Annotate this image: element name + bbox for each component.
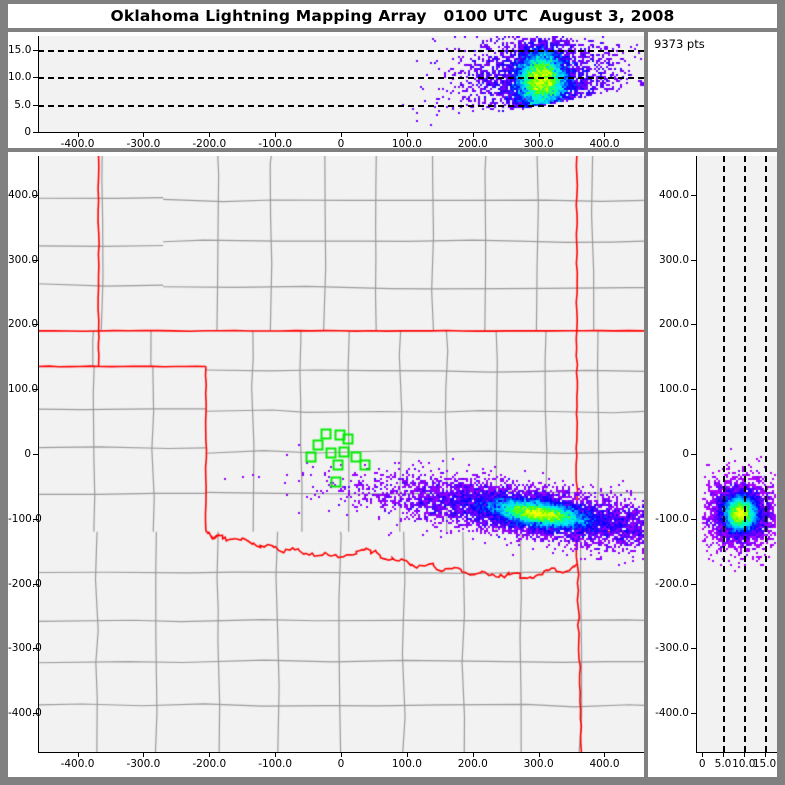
axis-tick — [604, 132, 605, 137]
axis-tick-label: -200.0 — [192, 138, 226, 150]
axis-tick-label: 300.0 — [8, 254, 31, 266]
axis-tick — [209, 752, 210, 757]
axis-tick-label: 5.0 — [715, 758, 732, 770]
axis-tick — [33, 454, 39, 455]
axis-tick — [765, 752, 766, 757]
axis-tick — [691, 324, 697, 325]
axis-tick-label: 0 — [338, 138, 345, 150]
axis-tick-label: 400.0 — [648, 189, 689, 201]
axis-tick-label: 300.0 — [524, 138, 554, 150]
axis-tick-label: -200.0 — [648, 578, 689, 590]
axis-tick-label: 100.0 — [8, 383, 31, 395]
axis-tick-label: -100.0 — [8, 513, 31, 525]
axis-tick-label: 200.0 — [648, 318, 689, 330]
points-count-label: 9373 pts — [654, 37, 705, 51]
axis-tick — [744, 752, 745, 757]
axis-tick-label: 10.0 — [8, 71, 31, 83]
axis-tick — [691, 713, 697, 714]
plan-view-plot-area[interactable] — [38, 156, 644, 752]
axis-tick-label: 15.0 — [753, 758, 776, 770]
axis-tick-label: 5.0 — [8, 99, 31, 111]
axis-tick — [691, 389, 697, 390]
axis-tick-label: -300.0 — [8, 642, 31, 654]
axis-tick — [33, 105, 39, 106]
axis-tick — [691, 454, 697, 455]
axis-tick-label: -100.0 — [258, 758, 292, 770]
axis-tick — [723, 752, 724, 757]
axis-tick-label: 15.0 — [8, 44, 31, 56]
axis-tick — [33, 77, 39, 78]
axis-tick — [143, 132, 144, 137]
axis-tick — [275, 752, 276, 757]
range-height-panel[interactable]: 0 5.0 10.0 15.0 -400.0 -300.0 -200.0 -100.0 0 10… — [8, 32, 644, 148]
axis-tick — [702, 752, 703, 757]
axis-tick — [33, 50, 39, 51]
axis-tick — [341, 752, 342, 757]
gridline — [744, 156, 746, 752]
point-count-panel: 9373 pts — [648, 32, 777, 148]
axis-tick — [341, 132, 342, 137]
axis-tick-label: -400.0 — [61, 758, 95, 770]
lma-station-markers — [38, 156, 644, 752]
axis-tick — [539, 752, 540, 757]
plan-view-map-panel[interactable]: 400.0 300.0 200.0 100.0 0 -100.0 -200.0 -300.0 -… — [8, 152, 644, 777]
axis-tick-label: 0 — [8, 448, 31, 460]
axis-tick — [691, 584, 697, 585]
axis-tick — [78, 132, 79, 137]
axis-tick-label: 100.0 — [392, 758, 422, 770]
axis-tick-label: -300.0 — [126, 138, 160, 150]
axis-tick-label: 200.0 — [458, 138, 488, 150]
range-height-plot-area[interactable] — [38, 36, 644, 132]
gridline — [38, 105, 644, 107]
axis-tick-label: 400.0 — [589, 758, 619, 770]
axis-tick-label: -300.0 — [648, 642, 689, 654]
axis-tick-label: 400.0 — [8, 189, 31, 201]
axis-tick-label: 200.0 — [8, 318, 31, 330]
axis-tick — [691, 519, 697, 520]
height-latitude-plot-area[interactable] — [696, 156, 777, 752]
axis-tick-label: 200.0 — [458, 758, 488, 770]
axis-tick-label: -400.0 — [61, 138, 95, 150]
axis-tick — [407, 132, 408, 137]
axis-tick-label: 0 — [648, 448, 689, 460]
axis-tick-label: 300.0 — [524, 758, 554, 770]
axis-tick — [143, 752, 144, 757]
axis-tick-label: 0 — [699, 758, 706, 770]
axis-tick-label: -200.0 — [8, 578, 31, 590]
axis-tick — [209, 132, 210, 137]
axis-tick-label: 0 — [8, 126, 31, 138]
axis-tick — [33, 132, 39, 133]
gridline — [38, 77, 644, 79]
title-bar: Oklahoma Lightning Mapping Array 0100 UT… — [8, 4, 777, 28]
height-latitude-panel[interactable]: 400.0 300.0 200.0 100.0 0 -100.0 -200.0 -300.0 -… — [648, 152, 777, 777]
axis-tick-label: -400.0 — [8, 707, 31, 719]
axis-tick-label: 300.0 — [648, 254, 689, 266]
axis-tick — [691, 260, 697, 261]
axis-tick — [604, 752, 605, 757]
axis-tick-label: -100.0 — [648, 513, 689, 525]
axis-tick-label: 0 — [338, 758, 345, 770]
gridline — [38, 50, 644, 52]
axis-tick-label: -100.0 — [258, 138, 292, 150]
page-title: Oklahoma Lightning Mapping Array 0100 UT… — [110, 7, 674, 25]
gridline — [723, 156, 725, 752]
axis-tick-label: 100.0 — [392, 138, 422, 150]
lma-viewer-window: Oklahoma Lightning Mapping Array 0100 UT… — [0, 0, 785, 785]
axis-tick — [407, 752, 408, 757]
axis-tick — [473, 132, 474, 137]
axis-tick-label: -400.0 — [648, 707, 689, 719]
axis-tick — [691, 648, 697, 649]
axis-tick-label: -200.0 — [192, 758, 226, 770]
axis-tick — [78, 752, 79, 757]
axis-tick-label: -300.0 — [126, 758, 160, 770]
axis-tick — [691, 195, 697, 196]
axis-tick — [473, 752, 474, 757]
axis-tick-label: 400.0 — [589, 138, 619, 150]
gridline — [765, 156, 767, 752]
axis-tick — [275, 132, 276, 137]
axis-tick-label: 100.0 — [648, 383, 689, 395]
axis-tick — [539, 132, 540, 137]
